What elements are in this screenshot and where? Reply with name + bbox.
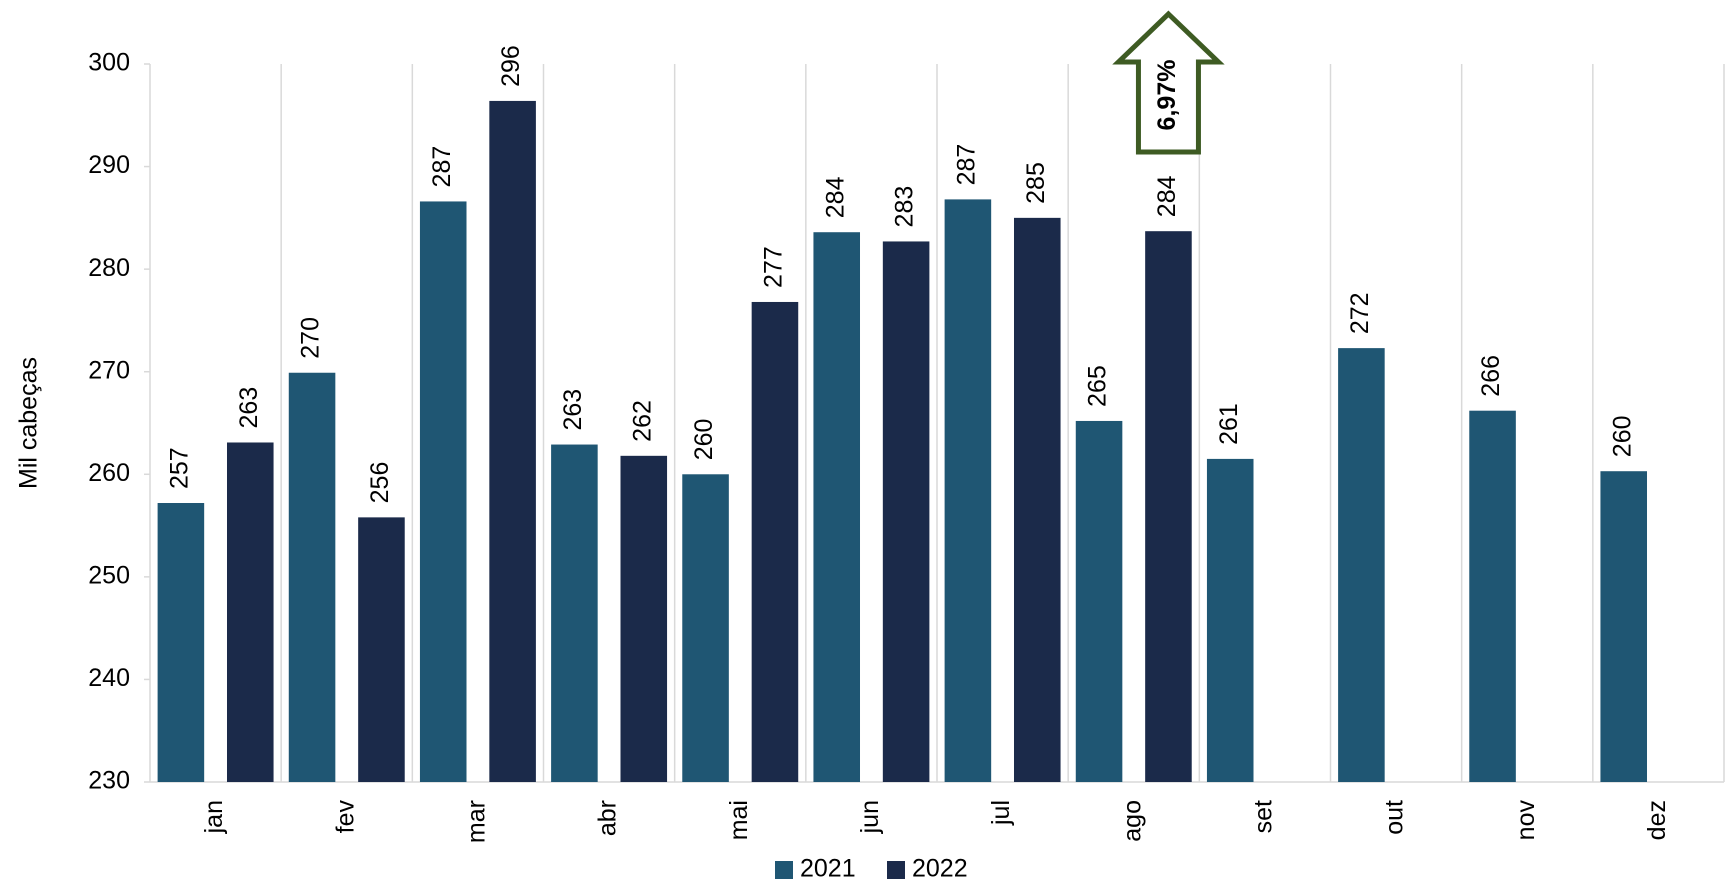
bar (419, 201, 467, 783)
bar (1013, 217, 1061, 782)
y-tick-label: 250 (88, 561, 130, 589)
data-label: 284 (1153, 175, 1181, 217)
y-tick-label: 270 (88, 356, 130, 384)
x-tick-label: out (1381, 800, 1409, 835)
data-label: 263 (235, 387, 263, 429)
legend-label: 2022 (912, 855, 968, 882)
data-label: 260 (1608, 415, 1636, 457)
y-axis-label: Mil cabeças (15, 357, 43, 489)
data-label: 256 (366, 462, 394, 504)
y-tick-label: 300 (88, 49, 130, 77)
legend-label: 2021 (800, 855, 856, 882)
data-label: 257 (165, 447, 193, 489)
data-label: 277 (760, 246, 788, 288)
bar (620, 455, 668, 782)
data-label: 287 (952, 144, 980, 186)
x-tick-label: dez (1643, 800, 1671, 840)
data-label: 287 (428, 146, 456, 188)
x-tick-label: mar (463, 800, 491, 843)
bar (1206, 458, 1254, 782)
data-label: 262 (628, 400, 656, 442)
data-label: 270 (297, 317, 325, 359)
data-label: 285 (1022, 162, 1050, 204)
x-tick-label: abr (594, 800, 622, 836)
bar (358, 517, 405, 782)
x-tick-label: ago (1118, 800, 1146, 842)
bar (1075, 420, 1123, 782)
bar (551, 444, 598, 782)
bar (813, 232, 861, 782)
data-label: 260 (690, 419, 718, 461)
bar (1600, 471, 1648, 782)
x-tick-label: jul (987, 800, 1015, 826)
bar (157, 503, 205, 782)
data-label: 261 (1215, 403, 1243, 445)
data-label: 263 (559, 389, 587, 431)
legend-swatch (775, 861, 793, 879)
bar (751, 301, 799, 782)
x-tick-label: fev (331, 800, 359, 834)
bar (1338, 348, 1385, 782)
bar (944, 199, 992, 782)
data-label: 272 (1346, 292, 1374, 334)
y-tick-label: 260 (88, 459, 130, 487)
bar (489, 100, 536, 782)
y-tick-label: 240 (88, 664, 130, 692)
data-label: 283 (891, 186, 919, 228)
x-tick-label: mai (725, 800, 753, 840)
y-tick-label: 290 (88, 151, 130, 179)
x-tick-label: jun (856, 800, 884, 834)
legend-swatch (887, 861, 905, 879)
data-label: 266 (1477, 355, 1505, 397)
bar (1145, 231, 1192, 783)
data-label: 265 (1084, 365, 1112, 407)
data-label: 296 (497, 45, 525, 87)
x-tick-label: jan (200, 800, 228, 834)
bar (1469, 410, 1516, 782)
x-tick-label: set (1250, 800, 1278, 833)
x-tick-label: nov (1512, 800, 1540, 841)
data-label: 284 (821, 176, 849, 218)
bar (288, 372, 336, 782)
annotation-arrow (1112, 10, 1225, 155)
y-tick-label: 230 (88, 767, 130, 795)
bar (226, 442, 274, 782)
bar (682, 474, 729, 782)
annotation-label: 6,97% (1153, 60, 1181, 131)
bar (882, 241, 930, 782)
y-tick-label: 280 (88, 254, 130, 282)
